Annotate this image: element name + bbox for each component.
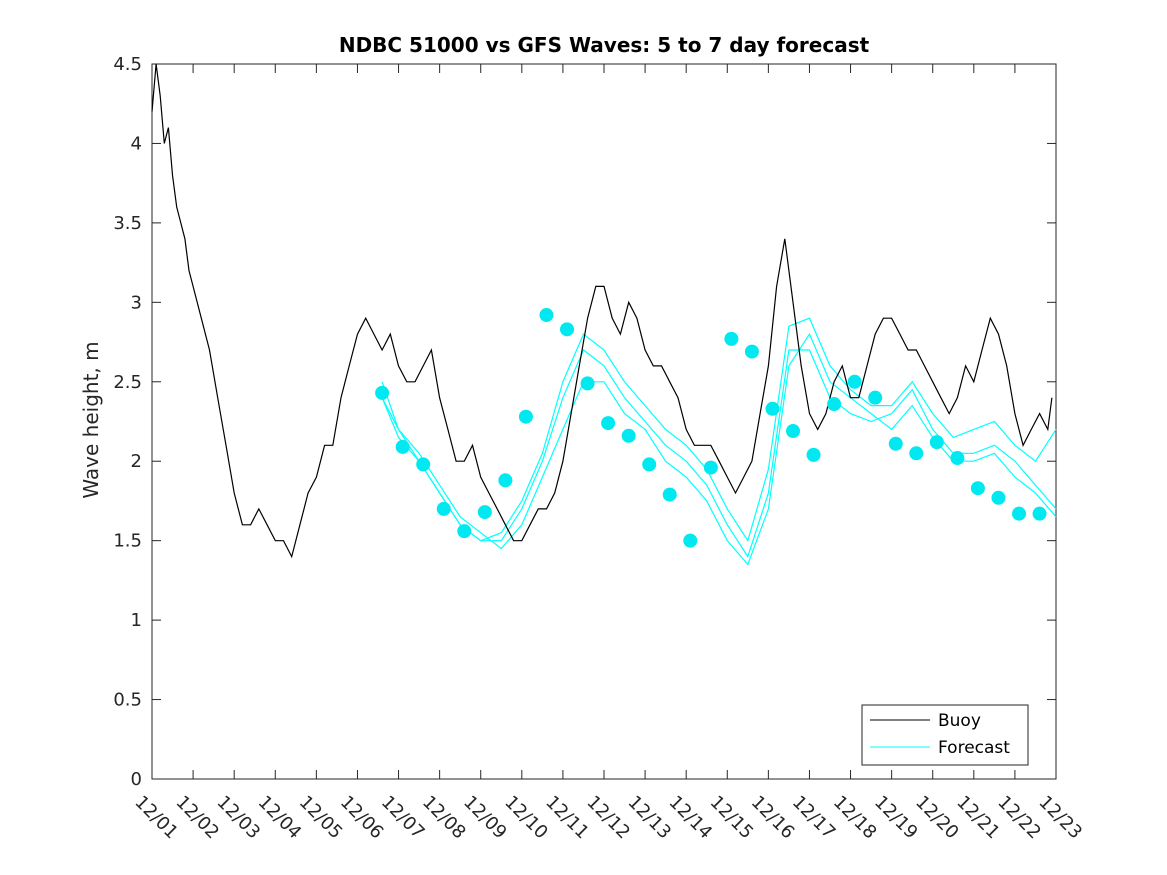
- forecast-marker: [786, 424, 801, 439]
- legend: Buoy Forecast: [861, 704, 1029, 766]
- forecast-marker: [929, 435, 944, 450]
- forecast-marker: [560, 322, 575, 337]
- forecast-marker: [518, 409, 533, 424]
- forecast-marker: [477, 505, 492, 520]
- y-tick-label: 2.5: [113, 372, 142, 393]
- legend-box: [861, 704, 1029, 766]
- forecast-marker: [827, 397, 842, 412]
- forecast-marker: [991, 490, 1006, 505]
- y-tick-label: 1: [131, 610, 142, 631]
- forecast-marker: [806, 447, 821, 462]
- y-tick-label: 3.5: [113, 213, 142, 234]
- forecast-marker: [580, 376, 595, 391]
- forecast-marker: [888, 436, 903, 451]
- forecast-marker: [950, 451, 965, 466]
- legend-forecast-label: Forecast: [938, 738, 1010, 758]
- forecast-marker: [601, 416, 616, 431]
- forecast-marker: [909, 446, 924, 461]
- forecast-marker: [662, 487, 677, 502]
- y-tick-label: 4.5: [113, 54, 142, 75]
- forecast-marker: [970, 481, 985, 496]
- plot-area: 00.511.522.533.544.512/0112/0212/0312/04…: [113, 54, 1086, 843]
- forecast-marker: [703, 460, 718, 475]
- y-axis-label: Wave height, m: [79, 341, 103, 498]
- buoy-line: [151, 63, 1053, 559]
- y-tick-label: 2: [131, 451, 142, 472]
- y-tick-label: 3: [131, 292, 142, 313]
- forecast-marker: [847, 374, 862, 389]
- forecast-marker: [375, 385, 390, 400]
- forecast-line: [381, 332, 1057, 566]
- forecast-marker: [498, 473, 513, 488]
- chart-title: NDBC 51000 vs GFS Waves: 5 to 7 day fore…: [339, 33, 870, 57]
- forecast-marker: [621, 428, 636, 443]
- forecast-marker: [436, 501, 451, 516]
- forecast-marker: [457, 524, 472, 539]
- forecast-line: [381, 317, 1057, 543]
- forecast-marker: [395, 439, 410, 454]
- forecast-marker: [744, 344, 759, 359]
- forecast-marker: [1012, 506, 1027, 521]
- forecast-marker: [539, 308, 554, 323]
- y-tick-label: 0: [131, 769, 142, 790]
- forecast-marker: [683, 533, 698, 548]
- forecast-marker: [868, 390, 883, 405]
- forecast-marker: [416, 457, 431, 472]
- y-tick-label: 4: [131, 133, 142, 154]
- legend-buoy-label: Buoy: [938, 711, 981, 731]
- y-tick-label: 1.5: [113, 531, 142, 552]
- forecast-marker: [642, 457, 657, 472]
- forecast-marker: [1032, 506, 1047, 521]
- y-tick-label: 0.5: [113, 690, 142, 711]
- forecast-marker: [765, 401, 780, 416]
- forecast-marker: [724, 331, 739, 346]
